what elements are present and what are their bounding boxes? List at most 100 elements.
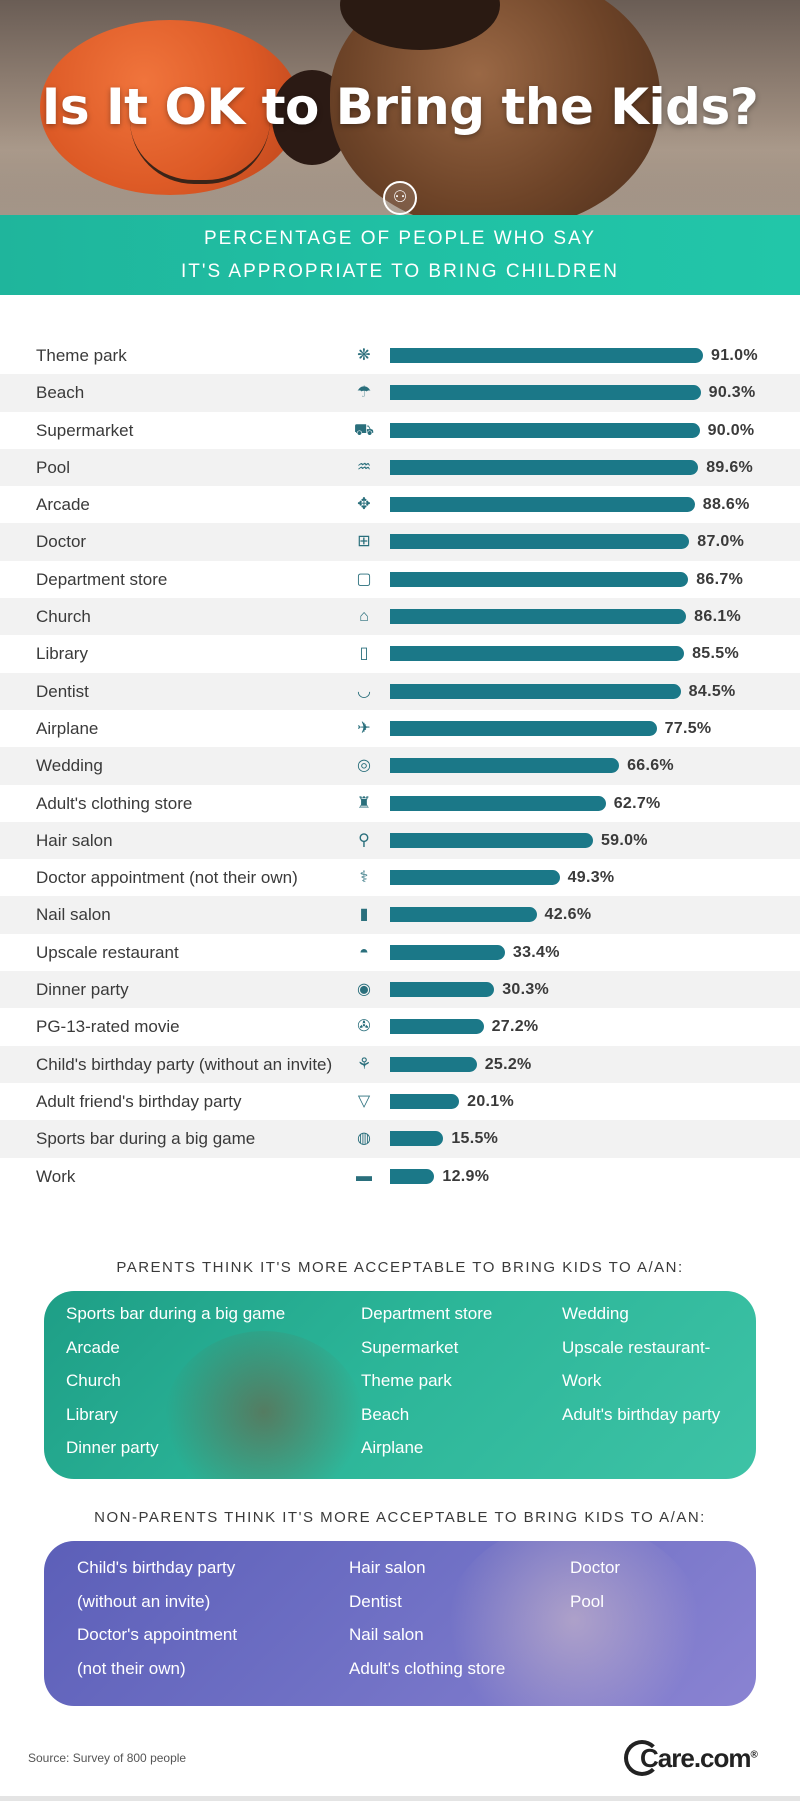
shopping-cart-icon: ⛟	[353, 421, 375, 439]
category-label: Beach	[36, 383, 85, 403]
value-label: 91.0%	[711, 347, 758, 364]
category-label: Adult's clothing store	[36, 793, 193, 813]
baby-face-icon: ⚇	[383, 181, 417, 215]
category-label: Nail salon	[36, 905, 111, 925]
briefcase-icon: ▬	[356, 1167, 372, 1185]
category-label: Church	[36, 607, 91, 627]
category-label: Dentist	[36, 681, 89, 701]
value-label: 89.6%	[706, 458, 754, 476]
bar	[390, 571, 689, 587]
hair-dryer-icon: ⚲	[358, 831, 370, 849]
value-label: 77.5%	[664, 719, 712, 737]
chart-row: Department store ▢ 86.7%	[0, 561, 800, 598]
bottom-divider	[0, 1796, 800, 1801]
value-label: 87.0%	[697, 533, 745, 551]
category-label: Library	[36, 644, 88, 664]
beach-umbrella-icon: ☂	[356, 384, 372, 402]
category-label: PG-13-rated movie	[36, 1017, 180, 1037]
bar	[390, 534, 690, 550]
bar-chart: Theme park ❋ 91.0% Beach ☂ 90.3% Supermarket ⛟ 9…	[0, 337, 800, 1195]
chart-row: Nail salon ▮ 42.6%	[0, 896, 800, 934]
value-label: 88.6%	[702, 496, 750, 514]
chart-row: PG-13-rated movie ✇ 27.2%	[0, 1008, 800, 1045]
film-reel-icon: ✇	[357, 1018, 371, 1036]
list-item: (not their own)	[77, 1658, 186, 1678]
tooth-icon: ◡	[357, 682, 371, 700]
adult-photo	[444, 1541, 704, 1706]
bar	[390, 646, 685, 662]
list-item: Dinner party	[66, 1438, 159, 1457]
bar	[390, 497, 695, 513]
bar	[390, 832, 593, 848]
category-label: Adult friend's birthday party	[36, 1091, 242, 1111]
football-icon: ◍	[357, 1130, 371, 1148]
bar	[390, 1093, 460, 1109]
chart-row: Sports bar during a big game ◍ 15.5%	[0, 1120, 800, 1158]
list-item: Theme park	[361, 1371, 452, 1390]
medical-cross-icon: ⊞	[357, 533, 371, 551]
category-label: Doctor	[36, 532, 87, 552]
ferris-wheel-icon: ❋	[357, 347, 371, 364]
chart-row: Theme park ❋ 91.0%	[0, 337, 800, 374]
chart-row: Child's birthday party (without an invit…	[0, 1045, 800, 1083]
chart-subtitle-line2: IT'S APPROPRIATE TO BRING CHILDREN	[181, 261, 619, 282]
chart-row: Church ⌂ 86.1%	[0, 598, 800, 636]
value-label: 86.1%	[694, 608, 742, 626]
list-item: Airplane	[361, 1438, 424, 1457]
category-label: Pool	[36, 457, 71, 477]
category-label: Airplane	[36, 718, 99, 738]
list-item: Doctor	[570, 1558, 621, 1577]
hero-banner: Is It OK to Bring the Kids? ⚇	[0, 0, 800, 215]
bar	[390, 683, 681, 699]
category-label: Hair salon	[36, 830, 113, 850]
bar	[390, 907, 537, 923]
chart-row: Dentist ◡ 84.5%	[0, 672, 800, 710]
chart-row: Beach ☂ 90.3%	[0, 374, 800, 412]
value-label: 15.5%	[451, 1130, 499, 1148]
value-label: 62.7%	[613, 794, 661, 812]
subtitle-band: PERCENTAGE OF PEOPLE WHO SAY IT'S APPROP…	[0, 215, 800, 295]
bar	[390, 720, 657, 736]
dinner-plate-icon: ◉	[357, 981, 371, 999]
list-item: Sports bar during a big game	[66, 1304, 286, 1323]
list-item: Pool	[570, 1591, 605, 1611]
category-label: Department store	[36, 569, 168, 589]
nonparents-heading: NON-PARENTS THINK IT'S MORE ACCEPTABLE T…	[94, 1509, 706, 1526]
jacket-icon: ♜	[356, 794, 372, 812]
chart-row: Doctor appointment (not their own) ⚕ 49.3%	[0, 859, 800, 896]
list-item: Upscale restaurant-	[562, 1337, 711, 1357]
list-item: (without an invite)	[77, 1591, 211, 1611]
value-label: 20.1%	[467, 1092, 515, 1110]
chart-row: Doctor ⊞ 87.0%	[0, 523, 800, 561]
wedding-rings-icon: ◎	[357, 757, 371, 775]
bar	[390, 870, 560, 886]
chart-row: Airplane ✈ 77.5%	[0, 710, 800, 747]
list-item: Arcade	[66, 1337, 120, 1357]
logo-text: Care.com®	[640, 1743, 758, 1773]
cocktail-icon: ▽	[357, 1092, 371, 1110]
value-label: 12.9%	[442, 1167, 490, 1185]
chart-row: Arcade ✥ 88.6%	[0, 486, 800, 523]
value-label: 25.2%	[484, 1055, 532, 1073]
value-label: 42.6%	[544, 906, 592, 924]
value-label: 33.4%	[512, 943, 560, 961]
value-label: 90.0%	[707, 421, 755, 439]
chart-row: Adult friend's birthday party ▽ 20.1%	[0, 1083, 800, 1120]
chart-row: Pool ♒ 89.6%	[0, 448, 800, 487]
value-label: 27.2%	[491, 1018, 539, 1036]
pool-ladder-icon: ♒	[356, 458, 372, 476]
bar	[390, 459, 699, 475]
list-item: Adult's birthday party	[562, 1404, 721, 1424]
library-book-icon: ▯	[359, 645, 369, 663]
value-label: 90.3%	[708, 384, 756, 402]
category-label: Work	[36, 1166, 76, 1186]
value-label: 85.5%	[692, 645, 739, 663]
bar	[390, 1131, 444, 1147]
category-label: Sports bar during a big game	[36, 1129, 256, 1149]
bar	[390, 1019, 484, 1035]
category-label: Child's birthday party (without an invit…	[36, 1054, 333, 1074]
duck-smile	[130, 120, 270, 184]
list-item: Supermarket	[361, 1337, 459, 1357]
parent-child-photo	[164, 1331, 364, 1479]
bar	[390, 385, 701, 401]
